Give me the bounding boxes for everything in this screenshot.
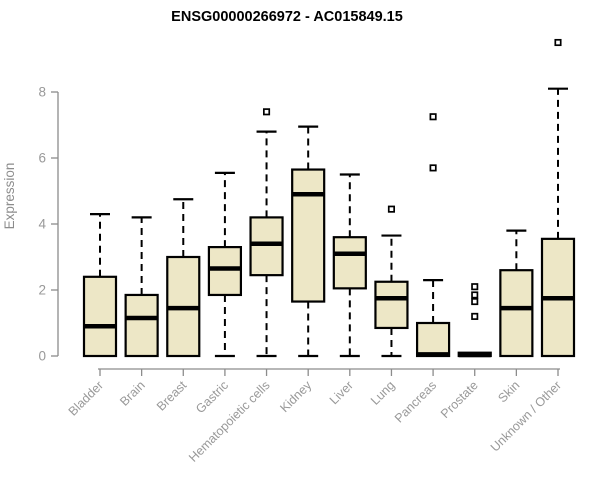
outlier-point [429, 113, 437, 121]
x-tick-label: Brain [117, 378, 148, 409]
box-iqr [415, 321, 451, 358]
outlier-point [429, 164, 437, 172]
y-tick-label: 6 [38, 151, 46, 166]
x-tick-label: Lung [368, 378, 398, 408]
x-tick-label: Skin [495, 378, 522, 405]
x-tick-label: Unknown / Other [488, 378, 564, 454]
x-tick-label: Gastric [193, 378, 231, 416]
x-tick-label: Hematopoietic cells [186, 378, 273, 465]
x-tick-label: Pancreas [392, 378, 439, 425]
y-axis-label: Expression [2, 163, 17, 230]
box-iqr [332, 236, 367, 290]
y-tick-label: 2 [38, 283, 46, 298]
box-iqr [124, 293, 159, 358]
box-iqr [499, 269, 534, 358]
outlier-point [471, 312, 479, 320]
x-tick-label: Breast [154, 378, 190, 414]
box-iqr [291, 168, 326, 303]
outlier-point [554, 38, 562, 47]
box-iqr [374, 280, 409, 330]
box-iqr [82, 275, 118, 358]
chart-title: ENSG00000266972 - AC015849.15 [171, 9, 403, 25]
x-tick-label: Kidney [277, 378, 314, 415]
x-tick-label: Bladder [66, 378, 106, 418]
outlier-point [471, 298, 479, 306]
outlier-point [471, 283, 479, 291]
box-iqr [249, 216, 284, 277]
outlier-point [471, 291, 479, 299]
x-tick-label: Liver [327, 378, 356, 407]
x-tick-label: Prostate [438, 378, 481, 421]
y-tick-label: 0 [38, 349, 46, 364]
y-tick-label: 4 [38, 217, 46, 232]
outlier-point [387, 205, 396, 213]
y-tick-label: 8 [38, 85, 46, 100]
outlier-point [262, 108, 271, 116]
box-iqr [207, 246, 243, 297]
